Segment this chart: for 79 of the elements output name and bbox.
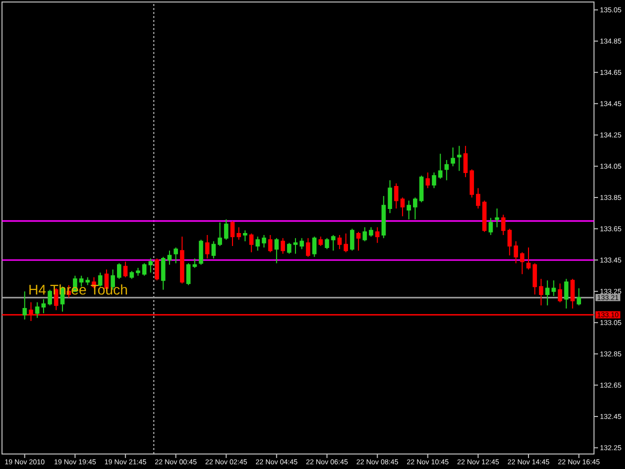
candlestick [142,262,146,276]
candlestick [570,278,575,310]
candlestick [526,247,531,270]
candlestick [368,226,374,238]
candlestick [494,208,500,228]
candlestick [362,226,367,242]
candlestick [413,197,418,220]
candlestick [22,290,27,320]
candlestick [154,258,160,281]
candlestick [457,145,462,172]
candlestick [186,262,191,286]
candlestick [388,180,392,214]
candlestick [249,232,254,253]
candlestick [236,226,241,240]
candlestick [274,238,279,264]
candlestick [438,153,442,180]
candlestick [211,240,216,259]
candlestick [419,175,424,203]
candlestick [242,230,248,242]
candlestick [450,146,456,167]
candlestick [180,236,184,284]
candlestick [48,289,52,306]
candlestick [532,262,537,295]
candlestick [312,236,317,258]
candlestick [230,220,235,246]
candlestick [538,278,544,306]
candlestick [394,182,398,209]
candlestick [501,214,506,236]
candlestick [426,172,430,189]
candlestick [350,228,354,252]
candlestick [130,270,134,280]
candlestick [205,234,210,259]
candlestick [558,283,562,303]
candlestick [344,232,348,253]
candlestick [300,238,304,250]
candlestick [552,280,556,297]
candlestick [400,197,405,217]
candlestick [507,228,512,256]
candlestick [324,238,330,250]
candlestick [470,168,474,198]
candlestick [520,252,524,275]
candlestick [463,145,468,178]
candlestick [117,262,122,280]
candlestick [262,234,266,248]
candlestick [432,172,436,189]
candlestick [382,195,386,239]
candlestick [488,217,493,236]
candlestick [41,298,46,314]
candlestick [198,239,204,266]
candlestick [136,267,140,276]
candlestick [86,276,90,286]
candlestick [406,200,411,220]
candlestick [293,238,298,254]
candlestick [192,258,197,268]
candlestick [318,236,323,246]
candlestick [576,288,582,306]
candlestick [444,159,449,181]
candlestick [564,278,568,310]
candlestick [218,222,222,246]
candlestick [287,242,292,254]
candlestick [174,247,178,264]
candlestick [123,261,128,278]
candlestick [268,234,272,253]
candlestick [161,256,166,290]
candlestick [35,302,40,318]
candlestick [476,188,480,209]
candlestick [148,258,153,274]
candlestick [224,218,228,240]
candlestick [337,234,342,250]
candlestick [545,280,550,306]
candlestick [482,200,487,232]
candlestick [306,238,310,258]
candlestick [280,238,286,254]
candlestick [256,236,260,252]
candlestick [331,234,336,252]
candlestick [514,240,518,264]
candlestick [375,226,380,244]
candlestick [167,250,172,266]
candlestick [356,231,361,252]
